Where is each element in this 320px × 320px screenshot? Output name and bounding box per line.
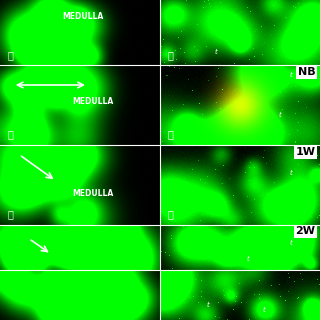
Text: 1W: 1W [295, 148, 315, 157]
Text: t: t [247, 256, 249, 262]
Text: t: t [215, 49, 217, 55]
Text: 2W: 2W [295, 226, 315, 236]
Text: t: t [290, 72, 292, 77]
Text: NB: NB [298, 68, 315, 77]
Text: MEDULLA: MEDULLA [72, 97, 113, 106]
Text: MEDULLA: MEDULLA [72, 188, 113, 197]
Text: Ⓘ: Ⓘ [168, 129, 174, 140]
Text: Ⓙ: Ⓙ [168, 209, 174, 220]
Text: MEDULLA: MEDULLA [63, 12, 104, 21]
Text: t: t [263, 307, 265, 313]
Text: t: t [279, 112, 281, 117]
Text: t: t [290, 170, 292, 176]
Text: t: t [207, 302, 209, 308]
Text: Ⓗ: Ⓗ [168, 51, 174, 60]
Text: Ⓑ: Ⓑ [8, 51, 14, 60]
Text: t: t [290, 240, 292, 246]
Text: Ⓓ: Ⓓ [8, 209, 14, 220]
Text: Ⓒ: Ⓒ [8, 129, 14, 140]
